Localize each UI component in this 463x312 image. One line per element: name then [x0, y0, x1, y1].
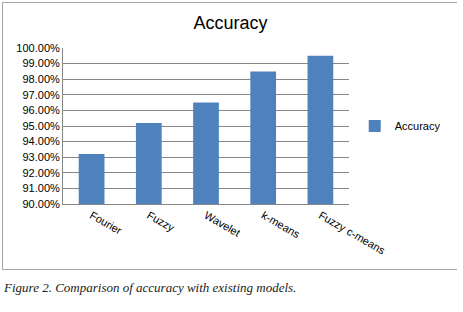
svg-text:96.00%: 96.00% — [22, 104, 60, 116]
svg-text:99.00%: 99.00% — [22, 57, 60, 69]
svg-text:90.00%: 90.00% — [22, 198, 60, 210]
svg-text:Wavelet: Wavelet — [202, 209, 242, 239]
svg-text:98.00%: 98.00% — [22, 73, 60, 85]
svg-text:Accuracy: Accuracy — [193, 13, 267, 33]
html-text:Figure 2. Comparison of accura: Figure 2. Comparison of accuracy with ex… — [4, 280, 297, 295]
svg-text:Accuracy: Accuracy — [395, 120, 441, 132]
svg-text:97.00%: 97.00% — [22, 89, 60, 101]
svg-text:Fuzzy c-means: Fuzzy c-means — [317, 209, 388, 257]
svg-text:94.00%: 94.00% — [22, 135, 60, 147]
svg-text:Fourier: Fourier — [88, 209, 124, 237]
svg-text:91.00%: 91.00% — [22, 182, 60, 194]
svg-text:k-means: k-means — [259, 209, 302, 241]
svg-text:100.00%: 100.00% — [16, 42, 60, 54]
svg-text:Fuzzy: Fuzzy — [145, 209, 177, 234]
svg-text:95.00%: 95.00% — [22, 120, 60, 132]
svg-text:92.00%: 92.00% — [22, 167, 60, 179]
svg-text:93.00%: 93.00% — [22, 151, 60, 163]
